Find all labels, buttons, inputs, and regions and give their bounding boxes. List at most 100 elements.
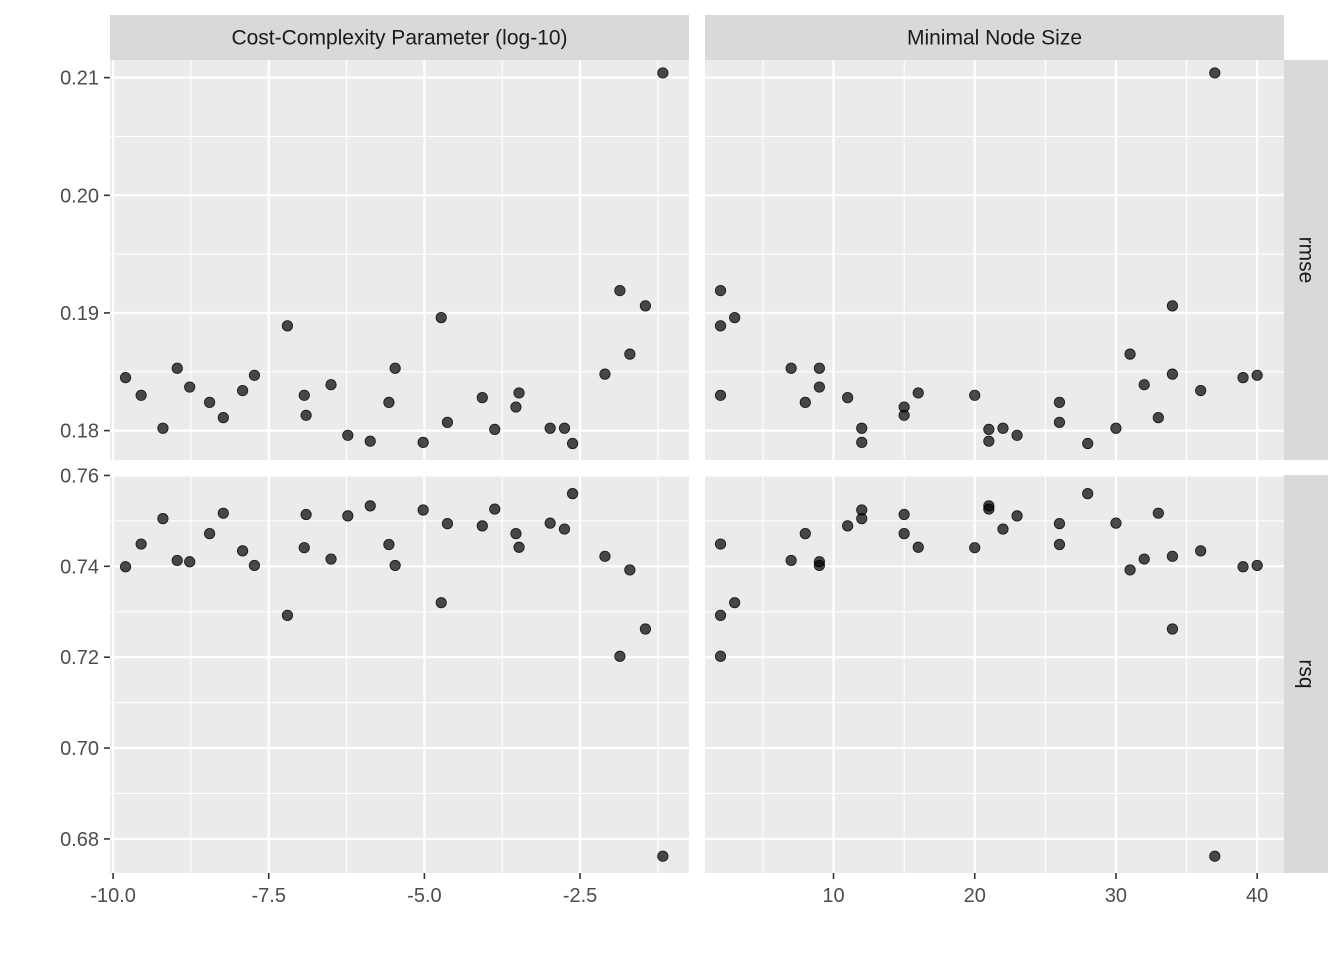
- x-tick-label: -2.5: [563, 885, 597, 907]
- data-point: [364, 435, 376, 447]
- data-point: [813, 362, 825, 374]
- data-point: [298, 542, 310, 554]
- data-point: [842, 520, 854, 532]
- x-tick-label: -10.0: [90, 885, 136, 907]
- data-point: [898, 508, 910, 521]
- facet-strip-label-1: Cost-Complexity Parameter (log-10): [231, 27, 567, 50]
- data-point: [1166, 300, 1179, 312]
- data-point: [1110, 422, 1122, 434]
- data-point: [969, 542, 981, 554]
- data-point: [714, 538, 727, 550]
- data-point: [639, 300, 652, 312]
- data-point: [997, 422, 1009, 434]
- data-point: [1166, 550, 1179, 562]
- data-point: [119, 372, 132, 384]
- data-point: [785, 362, 797, 374]
- data-point: [1195, 384, 1207, 397]
- x-tick-label: 40: [1246, 885, 1268, 907]
- data-point: [983, 435, 995, 447]
- data-point: [1152, 507, 1164, 519]
- data-point: [417, 504, 429, 516]
- data-point: [281, 609, 294, 621]
- data-point: [204, 528, 216, 540]
- x-tick-label: -5.0: [407, 885, 441, 907]
- y-tick-label: 0.19: [60, 303, 99, 325]
- data-point: [135, 389, 147, 401]
- data-point: [513, 541, 525, 553]
- data-point: [217, 412, 229, 424]
- data-point: [1237, 561, 1249, 573]
- row-strip-label-rmse: rmse: [1295, 237, 1318, 284]
- data-point: [1195, 545, 1207, 557]
- data-point: [1166, 368, 1179, 380]
- data-point: [1110, 517, 1122, 529]
- data-point: [476, 520, 488, 532]
- data-point: [476, 392, 488, 404]
- data-point: [714, 650, 727, 662]
- row-strip-label-rsq: rsq: [1295, 659, 1318, 688]
- y-tick-label: 0.70: [60, 738, 99, 760]
- data-point: [657, 67, 669, 79]
- data-point: [856, 504, 868, 516]
- data-point: [1209, 67, 1221, 79]
- x-tick-label: -7.5: [252, 885, 286, 907]
- facet-strip-2: [705, 15, 1284, 60]
- data-point: [624, 564, 636, 576]
- x-tick-label: 20: [964, 885, 986, 907]
- data-point: [1011, 429, 1023, 441]
- y-tick-label: 0.21: [60, 68, 99, 90]
- data-point: [171, 554, 183, 567]
- data-point: [248, 559, 261, 572]
- panel-rmse-2: [705, 60, 1284, 460]
- data-point: [785, 554, 797, 567]
- data-point: [714, 320, 727, 332]
- data-point: [813, 559, 825, 572]
- data-point: [342, 510, 354, 522]
- data-point: [898, 528, 910, 540]
- data-point: [898, 401, 910, 413]
- data-point: [1124, 348, 1136, 360]
- data-point: [912, 387, 924, 399]
- facet-strip-label-2: Minimal Node Size: [907, 27, 1082, 50]
- data-point: [1138, 379, 1150, 391]
- data-point: [119, 561, 132, 573]
- row-strip-rsq: [1284, 475, 1328, 873]
- data-point: [714, 389, 727, 401]
- data-point: [813, 381, 825, 393]
- data-point: [248, 369, 261, 381]
- data-point: [135, 538, 147, 550]
- data-point: [1082, 437, 1094, 450]
- x-tick-label: 10: [822, 885, 844, 907]
- data-point: [300, 508, 312, 521]
- data-point: [714, 284, 727, 297]
- data-point: [281, 320, 294, 332]
- data-point: [1251, 369, 1263, 381]
- data-point: [489, 423, 501, 436]
- data-point: [544, 517, 556, 529]
- y-tick-label: 0.76: [60, 465, 99, 487]
- data-point: [364, 500, 376, 512]
- data-point: [325, 553, 337, 565]
- data-point: [799, 528, 811, 540]
- data-point: [614, 284, 626, 297]
- data-point: [856, 422, 868, 434]
- data-point: [237, 545, 249, 557]
- y-tick-label: 0.18: [60, 421, 99, 443]
- data-point: [184, 381, 196, 393]
- data-point: [300, 409, 312, 421]
- data-point: [1152, 412, 1164, 424]
- data-point: [856, 436, 868, 448]
- data-point: [614, 650, 626, 662]
- data-point: [1124, 564, 1136, 576]
- data-point: [1251, 559, 1263, 572]
- data-point: [237, 384, 249, 397]
- data-point: [441, 416, 454, 428]
- data-point: [489, 503, 501, 515]
- data-point: [1011, 510, 1023, 522]
- data-point: [1053, 518, 1066, 530]
- data-point: [599, 368, 611, 380]
- data-point: [1237, 372, 1249, 384]
- data-point: [912, 541, 924, 553]
- panel-rmse-1: [110, 60, 689, 460]
- data-point: [1053, 396, 1066, 408]
